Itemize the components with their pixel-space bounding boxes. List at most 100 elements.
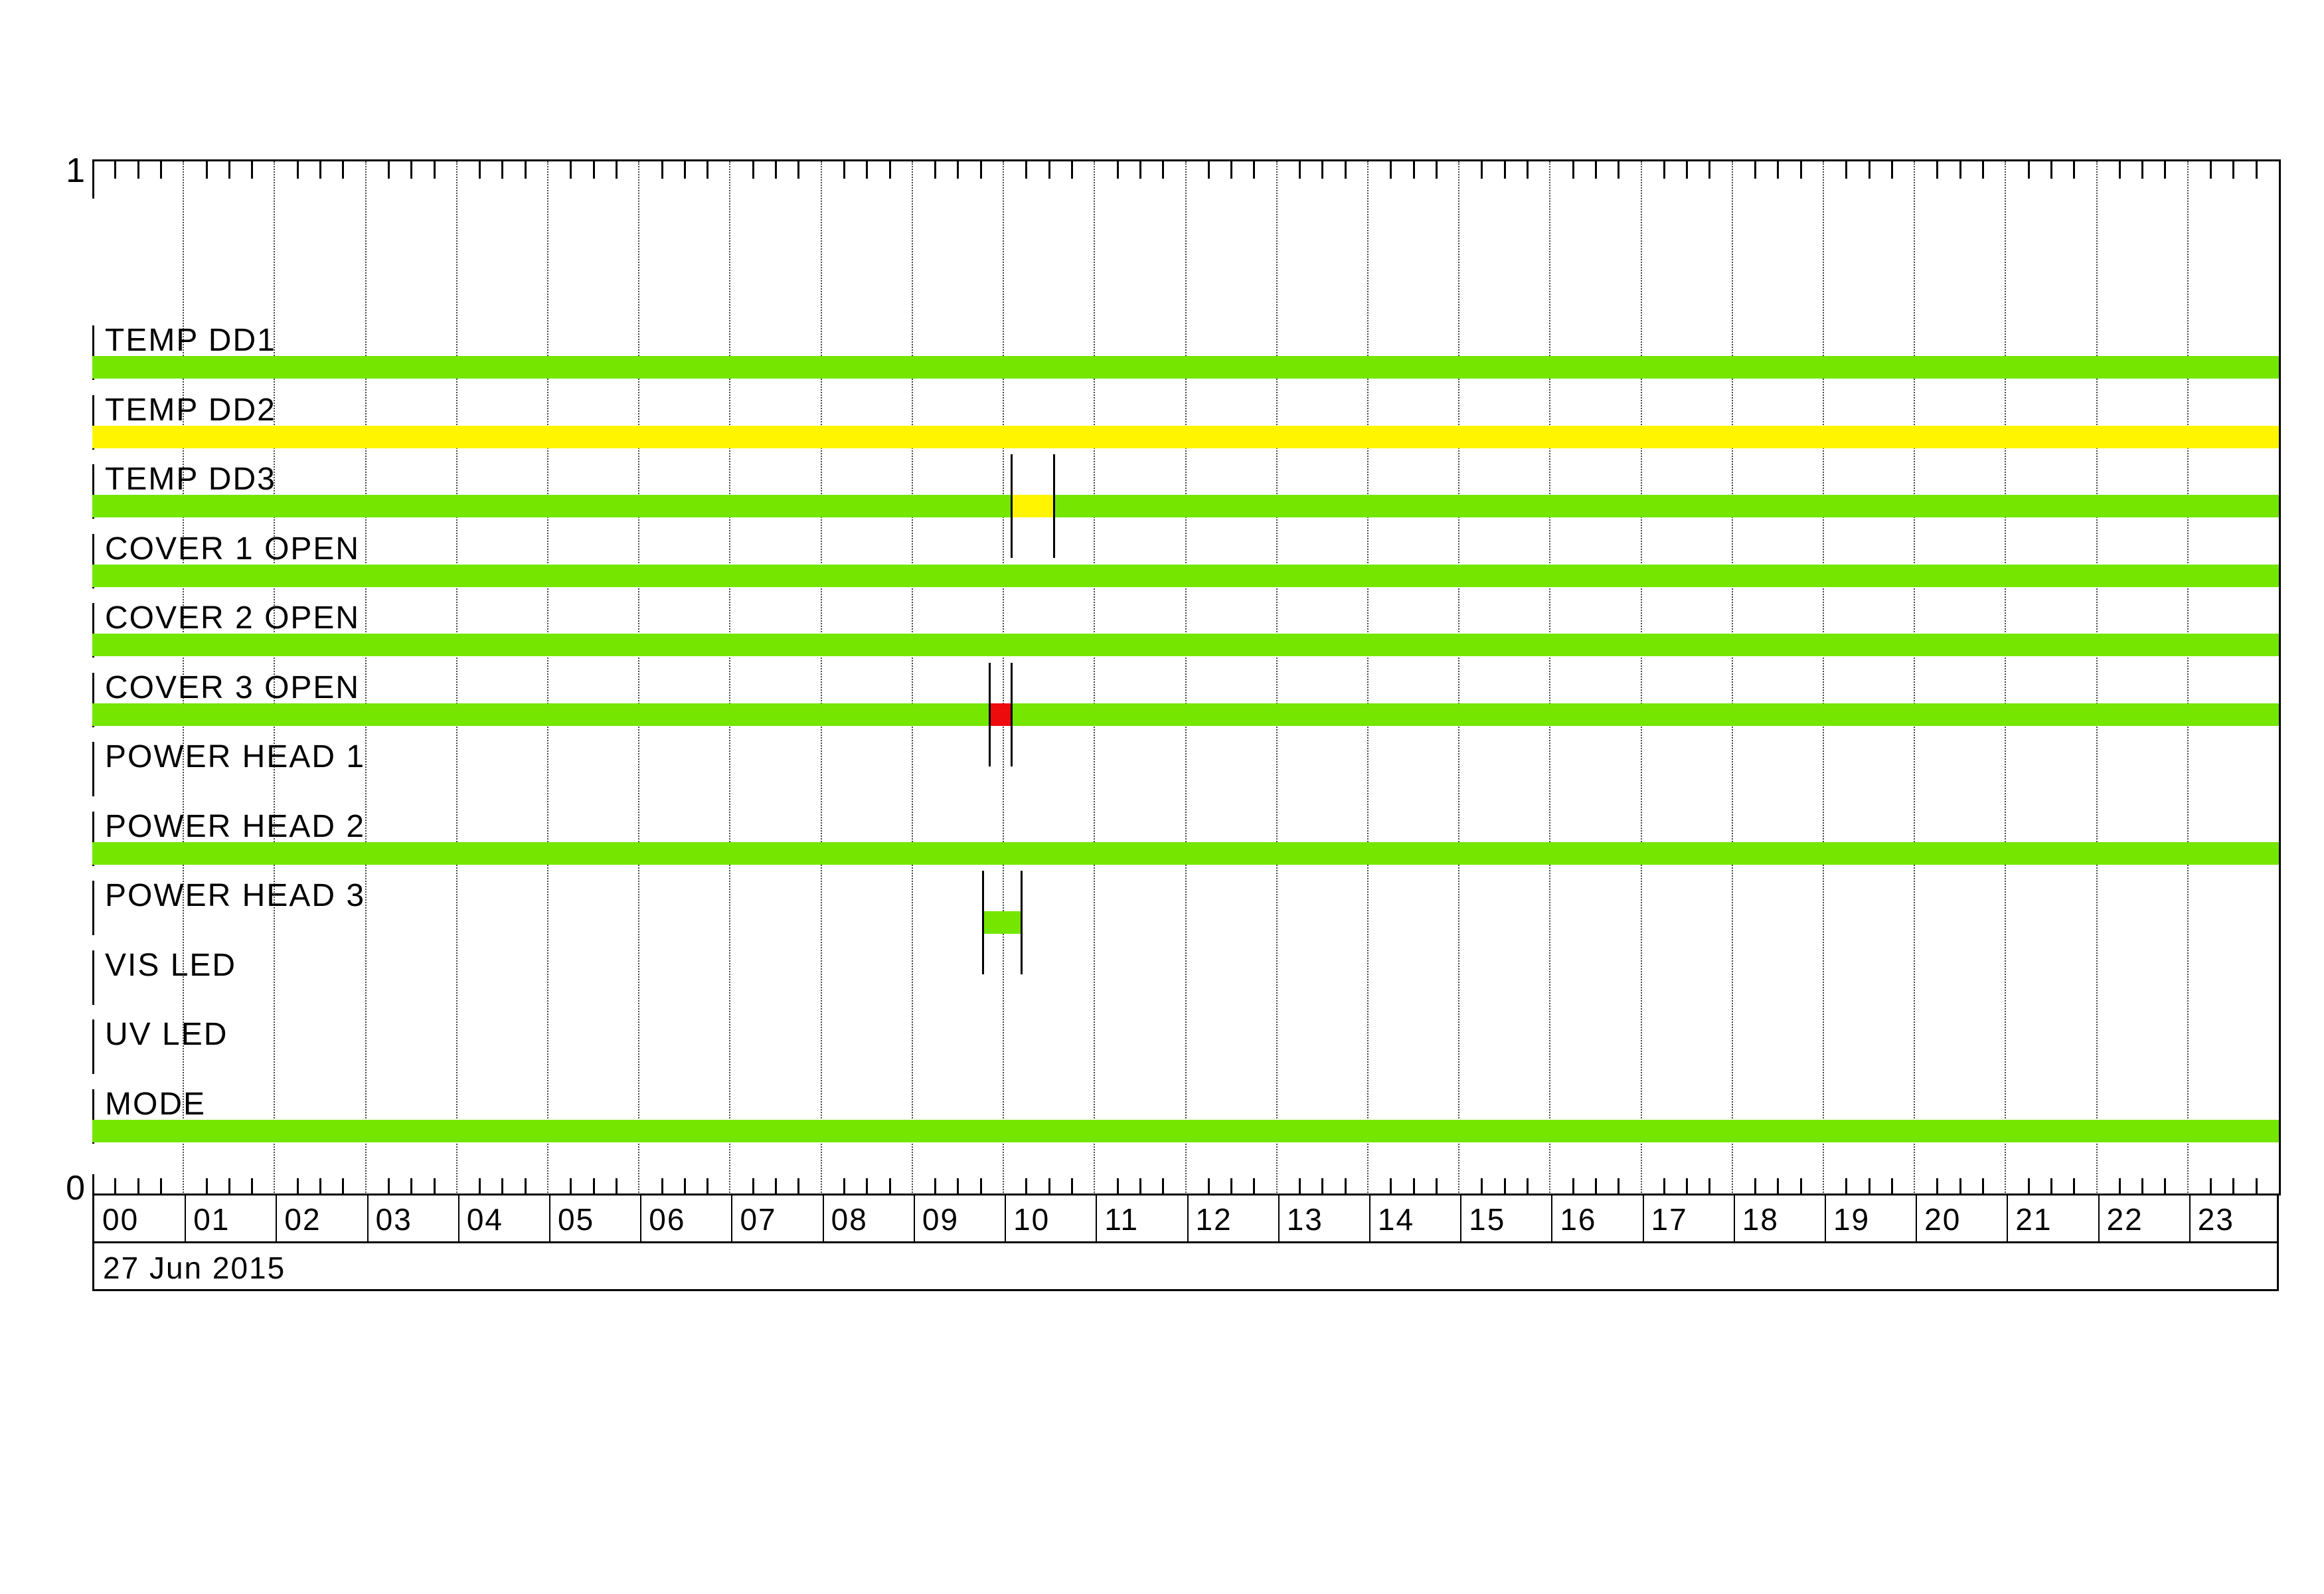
hour-label: 02 bbox=[284, 1202, 321, 1237]
quarter-hour-tick bbox=[1412, 161, 1415, 179]
hour-label: 17 bbox=[1651, 1202, 1688, 1237]
quarter-hour-tick bbox=[570, 161, 572, 179]
quarter-hour-tick bbox=[1777, 1178, 1780, 1196]
quarter-hour-tick bbox=[251, 1178, 254, 1196]
hour-label: 01 bbox=[193, 1202, 230, 1237]
quarter-hour-tick bbox=[683, 161, 686, 179]
hour-label: 11 bbox=[1104, 1202, 1139, 1237]
quarter-hour-tick bbox=[2073, 161, 2076, 179]
hour-gridline bbox=[1640, 161, 1642, 1196]
quarter-hour-tick bbox=[319, 161, 322, 179]
row-left-marker bbox=[92, 742, 94, 796]
row-label: UV LED bbox=[105, 1017, 228, 1052]
quarter-hour-tick bbox=[888, 1178, 891, 1196]
hour-gridline bbox=[911, 161, 913, 1196]
quarter-hour-tick bbox=[2027, 161, 2030, 179]
hour-separator bbox=[549, 1196, 551, 1241]
quarter-hour-tick bbox=[1890, 1178, 1893, 1196]
status-bar-segment bbox=[92, 425, 2279, 448]
left-axis-bottom-tick bbox=[92, 1174, 94, 1196]
y-axis-top-label: 1 bbox=[66, 151, 85, 190]
event-boundary-marker bbox=[989, 662, 991, 766]
hour-gridline bbox=[1731, 161, 1733, 1196]
quarter-hour-tick bbox=[957, 161, 959, 179]
hour-label: 12 bbox=[1195, 1202, 1232, 1237]
quarter-hour-tick bbox=[1162, 1178, 1165, 1196]
hour-separator bbox=[1369, 1196, 1370, 1241]
row-label: COVER 3 OPEN bbox=[105, 669, 361, 705]
row-label: TEMP DD3 bbox=[105, 462, 276, 497]
quarter-hour-tick bbox=[2141, 1178, 2144, 1196]
quarter-hour-tick bbox=[1618, 161, 1620, 179]
quarter-hour-tick bbox=[2118, 161, 2121, 179]
quarter-hour-tick bbox=[866, 1178, 869, 1196]
hour-gridline bbox=[729, 161, 731, 1196]
quarter-hour-tick bbox=[296, 161, 299, 179]
quarter-hour-tick bbox=[2050, 161, 2052, 179]
hour-gridline bbox=[2187, 161, 2189, 1196]
hour-separator bbox=[276, 1196, 278, 1241]
quarter-hour-tick bbox=[1777, 161, 1780, 179]
hour-label: 06 bbox=[649, 1202, 686, 1237]
row-label: POWER HEAD 3 bbox=[105, 878, 366, 913]
hour-label: 18 bbox=[1742, 1202, 1779, 1237]
hour-separator bbox=[640, 1196, 642, 1241]
quarter-hour-tick bbox=[159, 161, 162, 179]
quarter-hour-tick bbox=[342, 1178, 345, 1196]
quarter-hour-tick bbox=[1868, 161, 1870, 179]
hour-separator bbox=[2098, 1196, 2100, 1241]
row-label: TEMP DD2 bbox=[105, 392, 276, 428]
hour-separator bbox=[822, 1196, 824, 1241]
quarter-hour-tick bbox=[1025, 161, 1028, 179]
row-left-marker bbox=[92, 950, 94, 1005]
quarter-hour-tick bbox=[1572, 1178, 1574, 1196]
quarter-hour-tick bbox=[683, 1178, 686, 1196]
quarter-hour-tick bbox=[1594, 161, 1597, 179]
hour-gridline bbox=[1003, 161, 1005, 1196]
row-left-marker bbox=[92, 672, 94, 727]
hour-label: 09 bbox=[922, 1202, 959, 1237]
quarter-hour-tick bbox=[752, 161, 754, 179]
quarter-hour-tick bbox=[1390, 1178, 1392, 1196]
quarter-hour-tick bbox=[205, 1178, 208, 1196]
quarter-hour-tick bbox=[957, 1178, 959, 1196]
quarter-hour-tick bbox=[524, 1178, 527, 1196]
quarter-hour-tick bbox=[2164, 1178, 2167, 1196]
quarter-hour-tick bbox=[501, 161, 504, 179]
quarter-hour-tick bbox=[1686, 161, 1689, 179]
date-label: 27 Jun 2015 bbox=[103, 1251, 286, 1285]
hour-label: 16 bbox=[1560, 1202, 1597, 1237]
row-left-marker bbox=[92, 395, 94, 450]
hour-label: 07 bbox=[740, 1202, 777, 1237]
quarter-hour-tick bbox=[296, 1178, 299, 1196]
hour-gridline bbox=[183, 161, 185, 1196]
quarter-hour-tick bbox=[2050, 1178, 2052, 1196]
hour-separator bbox=[457, 1196, 459, 1241]
quarter-hour-tick bbox=[251, 161, 254, 179]
hour-separator bbox=[731, 1196, 733, 1241]
quarter-hour-tick bbox=[479, 161, 481, 179]
quarter-hour-tick bbox=[1299, 161, 1301, 179]
quarter-hour-tick bbox=[1230, 161, 1233, 179]
hour-label: 14 bbox=[1377, 1202, 1415, 1237]
quarter-hour-tick bbox=[1048, 1178, 1050, 1196]
quarter-hour-tick bbox=[661, 1178, 663, 1196]
quarter-hour-tick bbox=[2073, 1178, 2076, 1196]
quarter-hour-tick bbox=[1321, 161, 1324, 179]
quarter-hour-tick bbox=[1321, 1178, 1324, 1196]
quarter-hour-tick bbox=[661, 161, 663, 179]
quarter-hour-tick bbox=[934, 1178, 937, 1196]
bottom-axis-table: 00 01 02 03 04 05 06 07 08 09 10 11 12 13 14 15 16 17 18 19… bbox=[92, 1194, 2279, 1291]
quarter-hour-tick bbox=[524, 161, 527, 179]
quarter-hour-tick bbox=[1754, 1178, 1757, 1196]
quarter-hour-tick bbox=[570, 1178, 572, 1196]
hour-gridline bbox=[365, 161, 367, 1196]
quarter-hour-tick bbox=[1412, 1178, 1415, 1196]
quarter-hour-tick bbox=[205, 161, 208, 179]
event-boundary-marker bbox=[982, 871, 985, 974]
row-left-marker bbox=[92, 881, 94, 935]
quarter-hour-tick bbox=[1435, 1178, 1438, 1196]
hour-separator bbox=[1733, 1196, 1735, 1241]
quarter-hour-tick bbox=[1116, 1178, 1119, 1196]
